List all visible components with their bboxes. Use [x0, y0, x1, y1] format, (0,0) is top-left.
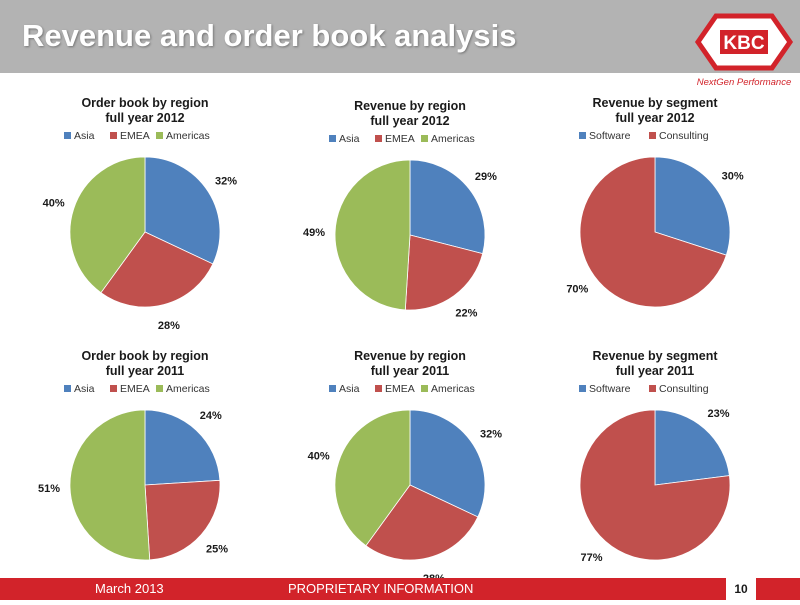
kbc-logo: KBC NextGen Performance: [694, 13, 794, 88]
data-label-americas: 49%: [303, 227, 325, 239]
chart-title-line: Revenue by segment: [592, 349, 718, 363]
pie-slice-americas: [334, 159, 411, 311]
chart-title-line: Revenue by region: [354, 99, 466, 113]
data-label-emea: 28%: [158, 320, 180, 332]
legend-swatch-americas: [156, 132, 163, 139]
legend-label-asia: Asia: [74, 383, 95, 395]
legend-swatch-asia: [329, 135, 336, 142]
legend-swatch-americas: [421, 135, 428, 142]
legend-swatch-americas: [421, 385, 428, 392]
legend-swatch-software: [579, 385, 586, 392]
data-label-americas: 40%: [43, 197, 65, 209]
data-label-americas: 51%: [38, 483, 60, 495]
legend-label-asia: Asia: [74, 130, 95, 142]
legend-swatch-emea: [375, 135, 382, 142]
chart-title-line: full year 2012: [370, 114, 449, 128]
pie-slice-emea: [144, 479, 221, 561]
data-label-software: 23%: [707, 408, 729, 420]
pie-slice-americas: [69, 409, 151, 561]
legend-label-americas: Americas: [166, 383, 210, 395]
legend-label-americas: Americas: [431, 133, 475, 145]
logo-tagline: NextGen Performance: [697, 77, 792, 88]
chart-title-line: full year 2011: [616, 364, 695, 378]
legend-label-americas: Americas: [431, 383, 475, 395]
pie-slice-software: [654, 156, 731, 256]
pie-slice-emea: [404, 234, 484, 311]
legend-swatch-software: [579, 132, 586, 139]
chart-title-line: Revenue by segment: [592, 96, 718, 110]
chart-title-line: Order book by region: [81, 96, 208, 110]
pie-slice-americas: [69, 156, 146, 294]
data-label-asia: 24%: [200, 410, 222, 422]
title-bar: Revenue and order book analysis: [0, 0, 800, 73]
chart-title-line: Revenue by region: [354, 349, 466, 363]
legend-label-asia: Asia: [339, 383, 360, 395]
chart-title-line: Order book by region: [81, 349, 208, 363]
legend-label-consulting: Consulting: [659, 130, 709, 142]
data-label-emea: 22%: [455, 308, 477, 320]
legend-swatch-emea: [110, 132, 117, 139]
pie-slice-consulting: [579, 409, 731, 561]
chart-title-line: full year 2011: [106, 364, 185, 378]
legend-swatch-consulting: [649, 385, 656, 392]
legend-label-emea: EMEA: [385, 133, 415, 145]
legend-label-software: Software: [589, 130, 631, 142]
pie-slice-emea: [365, 484, 479, 561]
chart-title-line: full year 2011: [371, 364, 450, 378]
legend-swatch-emea: [110, 385, 117, 392]
legend-label-emea: EMEA: [120, 130, 150, 142]
data-label-asia: 32%: [215, 176, 237, 188]
pie-slice-asia: [409, 159, 486, 255]
data-label-americas: 40%: [308, 450, 330, 462]
legend-label-software: Software: [589, 383, 631, 395]
chart-title-line: full year 2012: [105, 111, 184, 125]
footer-bar: March 2013 PROPRIETARY INFORMATION 10: [0, 578, 800, 600]
legend-label-emea: EMEA: [385, 383, 415, 395]
page-title: Revenue and order book analysis: [22, 18, 517, 53]
pie-slice-americas: [334, 409, 411, 547]
legend-label-emea: EMEA: [120, 383, 150, 395]
pie-slice-asia: [409, 409, 486, 518]
data-label-consulting: 70%: [566, 283, 588, 295]
page-number: 10: [726, 578, 756, 600]
pie-slice-asia: [144, 156, 221, 265]
pie-slice-software: [654, 409, 730, 486]
data-label-emea: 25%: [206, 543, 228, 555]
chart-title-line: full year 2012: [615, 111, 694, 125]
legend-swatch-asia: [64, 385, 71, 392]
footer-date: March 2013: [95, 581, 164, 596]
legend-swatch-emea: [375, 385, 382, 392]
legend-label-asia: Asia: [339, 133, 360, 145]
footer-proprietary: PROPRIETARY INFORMATION: [288, 581, 474, 596]
pie-slice-emea: [100, 231, 214, 308]
data-label-consulting: 77%: [580, 552, 602, 564]
pie-slice-asia: [144, 409, 221, 486]
legend-swatch-americas: [156, 385, 163, 392]
legend-swatch-consulting: [649, 132, 656, 139]
pie-slice-consulting: [579, 156, 727, 308]
legend-swatch-asia: [329, 385, 336, 392]
legend-label-americas: Americas: [166, 130, 210, 142]
data-label-software: 30%: [722, 171, 744, 183]
data-label-asia: 29%: [475, 171, 497, 183]
legend-swatch-asia: [64, 132, 71, 139]
legend-label-consulting: Consulting: [659, 383, 709, 395]
logo-text: KBC: [723, 33, 764, 54]
data-label-asia: 32%: [480, 429, 502, 441]
